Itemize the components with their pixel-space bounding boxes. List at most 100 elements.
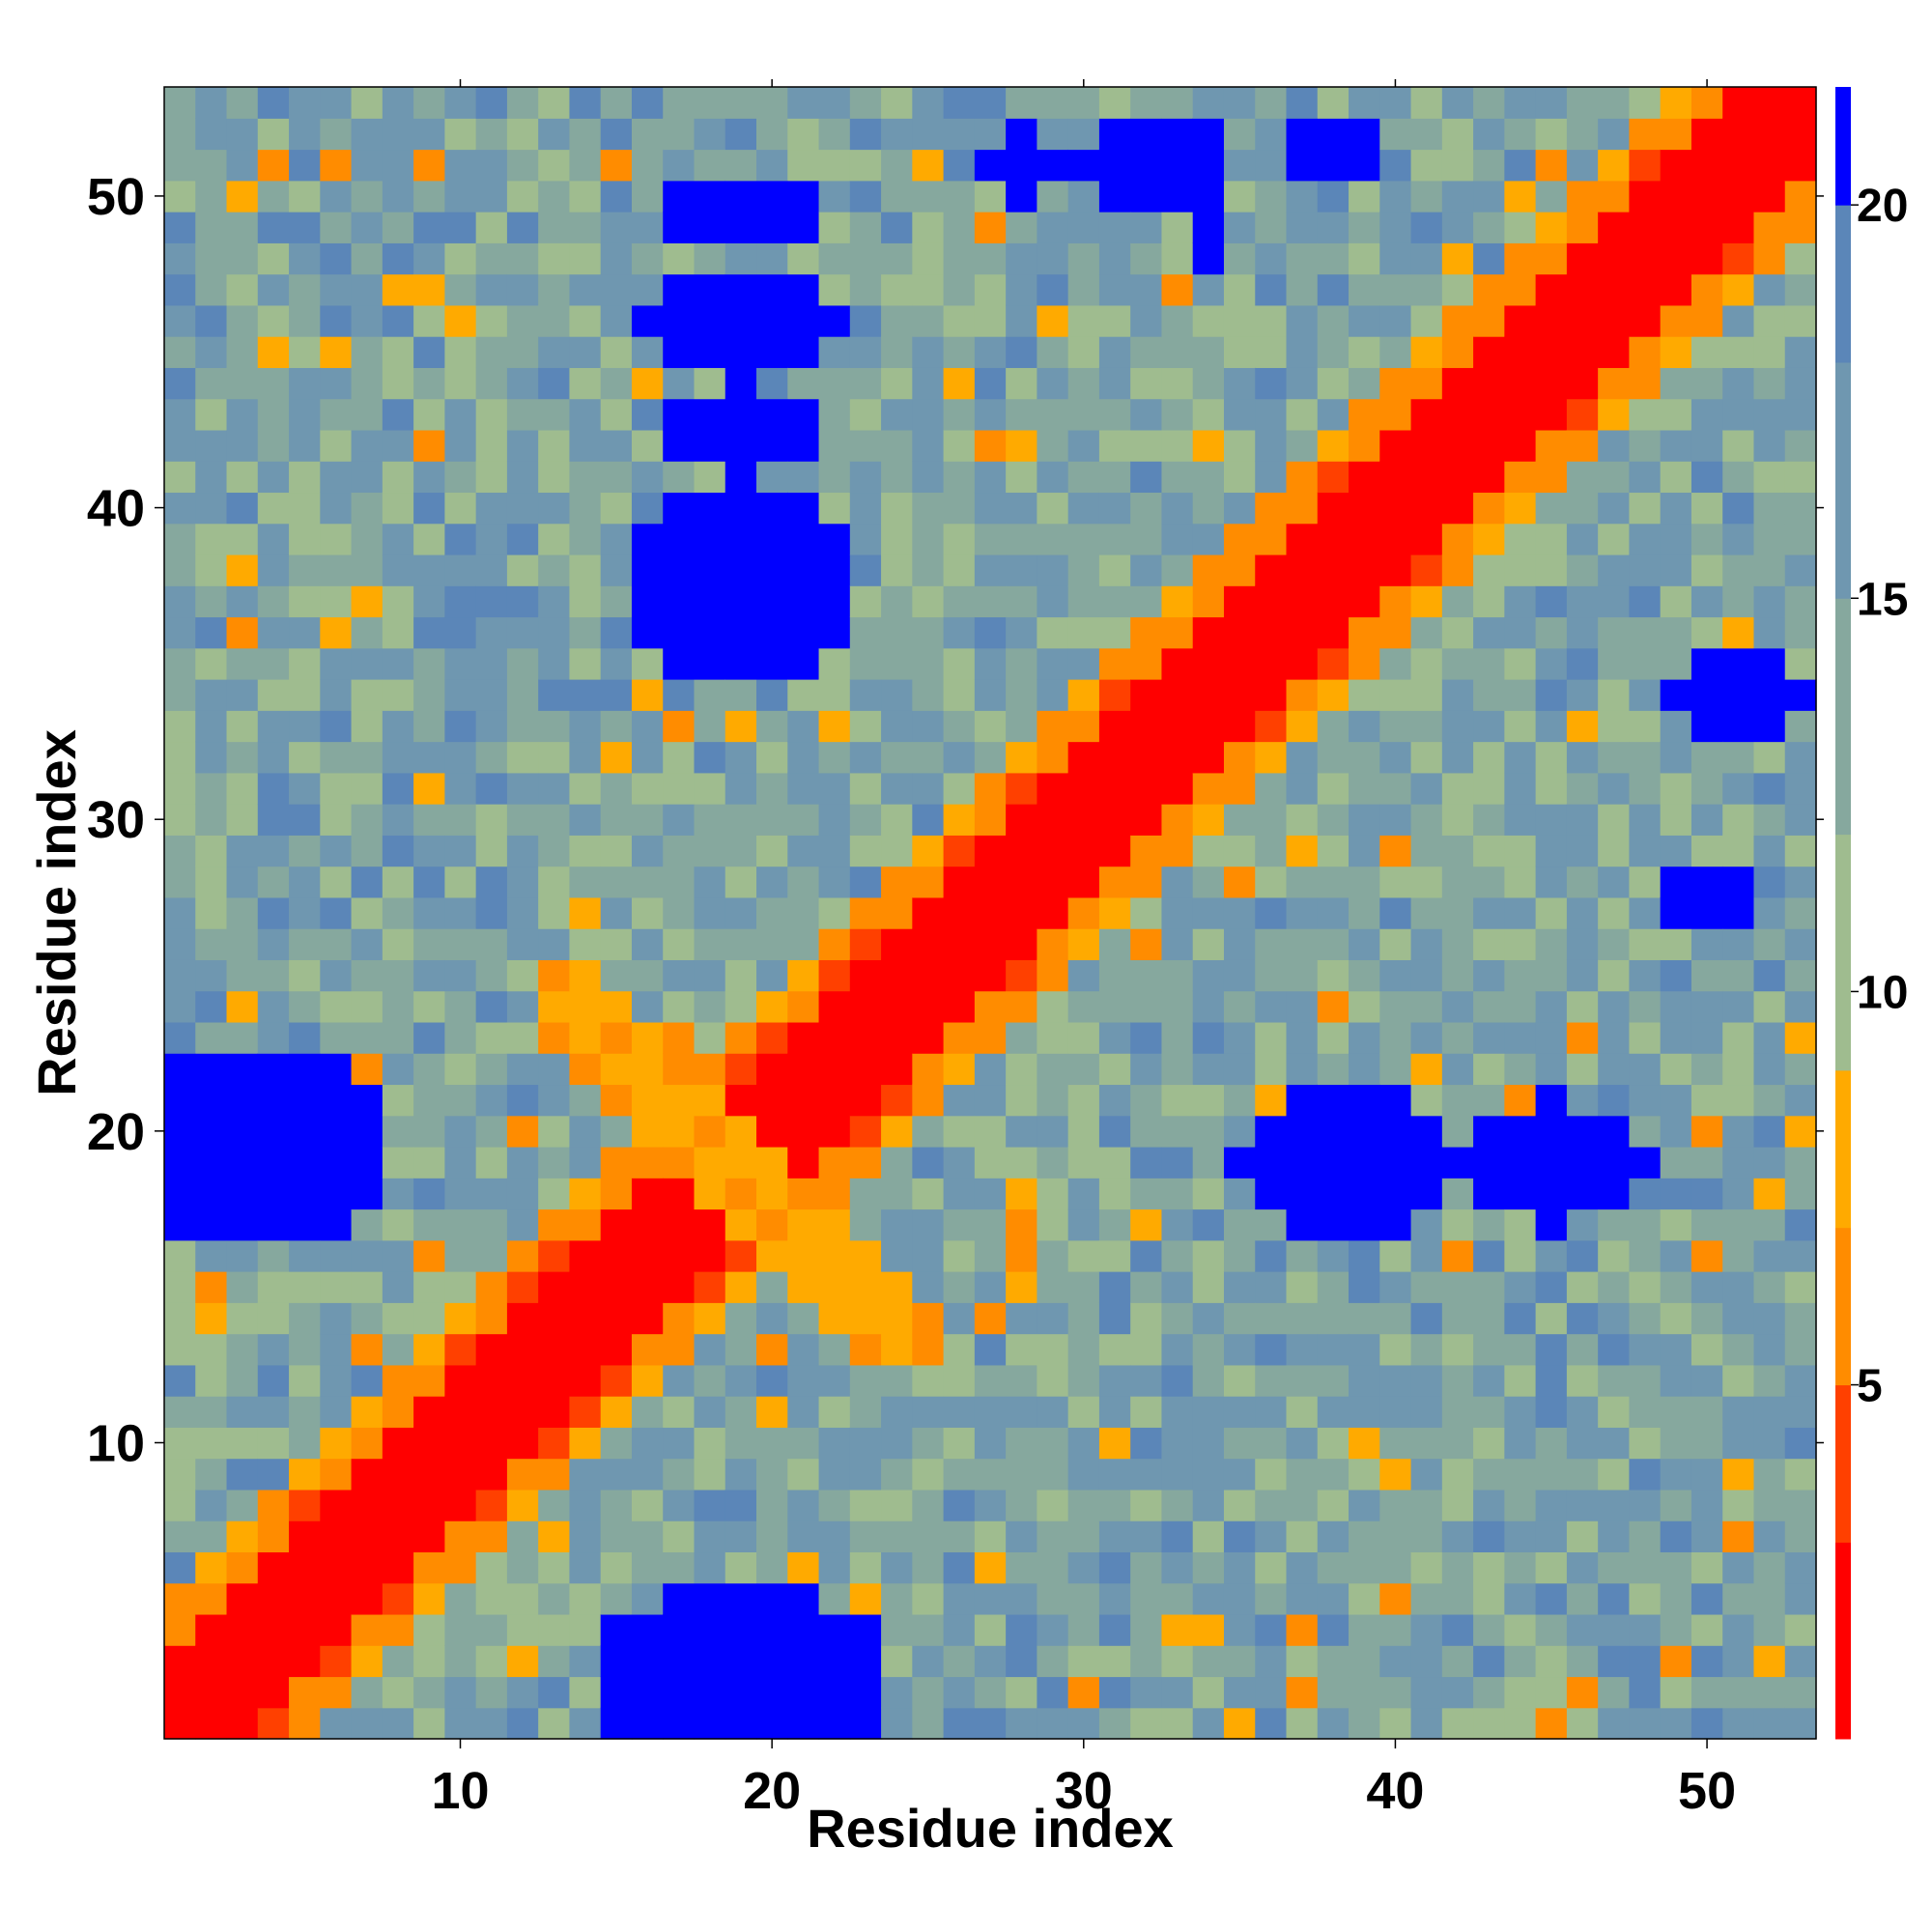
heatmap-cell — [538, 149, 571, 182]
heatmap-cell — [1067, 1364, 1100, 1397]
heatmap-cell — [787, 710, 820, 743]
heatmap-cell — [1255, 959, 1288, 992]
heatmap-cell — [1566, 118, 1599, 151]
heatmap-cell — [1098, 1645, 1131, 1678]
heatmap-cell — [1286, 804, 1319, 836]
heatmap-cell — [382, 835, 414, 867]
heatmap-cell — [164, 1645, 196, 1678]
heatmap-cell — [475, 149, 508, 182]
heatmap-cell — [164, 180, 196, 213]
heatmap-cell — [1037, 647, 1069, 680]
heatmap-cell — [1255, 585, 1288, 618]
heatmap-cell — [1067, 585, 1100, 618]
heatmap-cell — [1223, 679, 1256, 711]
heatmap-cell — [1037, 1084, 1069, 1117]
heatmap-cell — [1753, 1084, 1786, 1117]
heatmap-cell — [787, 523, 820, 555]
heatmap-cell — [444, 1707, 477, 1740]
heatmap-cell — [195, 180, 228, 213]
heatmap-cell — [663, 87, 696, 119]
heatmap-cell — [1223, 429, 1256, 462]
heatmap-cell — [1504, 1551, 1537, 1584]
heatmap-cell — [1130, 896, 1163, 929]
heatmap-cell — [1473, 1302, 1505, 1335]
heatmap-cell — [881, 585, 913, 618]
heatmap-cell — [195, 523, 228, 555]
heatmap-cell — [382, 1146, 414, 1179]
heatmap-cell — [1098, 1333, 1131, 1366]
heatmap-cell — [506, 866, 539, 898]
heatmap-cell — [1535, 1208, 1568, 1241]
heatmap-cell — [382, 772, 414, 805]
heatmap-cell — [849, 990, 882, 1023]
heatmap-cell — [320, 1427, 353, 1460]
heatmap-cell — [724, 1613, 757, 1646]
heatmap-cell — [724, 1271, 757, 1303]
heatmap-cell — [1161, 647, 1194, 680]
heatmap-cell — [351, 1364, 384, 1397]
heatmap-cell — [1379, 118, 1412, 151]
heatmap-cell — [694, 87, 726, 119]
heatmap-cell — [881, 1645, 913, 1678]
heatmap-cell — [1753, 928, 1786, 960]
heatmap-cell — [787, 896, 820, 929]
heatmap-cell — [1473, 866, 1505, 898]
heatmap-cell — [600, 1396, 633, 1428]
heatmap-cell — [1566, 180, 1599, 213]
heatmap-cell — [943, 1676, 976, 1709]
heatmap-cell — [351, 1582, 384, 1615]
heatmap-cell — [1349, 1302, 1380, 1335]
heatmap-cell — [1722, 1582, 1755, 1615]
heatmap-cell — [1535, 1084, 1568, 1117]
heatmap-cell — [1037, 741, 1069, 774]
heatmap-cell — [226, 896, 259, 929]
heatmap-cell — [1441, 1427, 1474, 1460]
heatmap-cell — [257, 679, 290, 711]
heatmap-cell — [1753, 1707, 1786, 1740]
heatmap-cell — [1629, 1458, 1662, 1491]
heatmap-cell — [1255, 710, 1288, 743]
heatmap-cell — [600, 990, 633, 1023]
heatmap-cell — [881, 461, 913, 494]
heatmap-cell — [943, 959, 976, 992]
heatmap-cell — [1753, 1178, 1786, 1210]
heatmap-cell — [787, 1520, 820, 1553]
heatmap-cell — [1192, 616, 1225, 649]
heatmap-cell — [663, 180, 696, 213]
heatmap-cell — [1192, 461, 1225, 494]
heatmap-cell — [1317, 1396, 1350, 1428]
heatmap-cell — [1255, 1084, 1288, 1117]
heatmap-cell — [1379, 1396, 1412, 1428]
heatmap-cell — [1410, 304, 1443, 337]
heatmap-cell — [694, 741, 726, 774]
heatmap-cell — [257, 1520, 290, 1553]
heatmap-cell — [1037, 928, 1069, 960]
heatmap-cell — [1098, 679, 1131, 711]
heatmap-cell — [1130, 1021, 1163, 1054]
heatmap-cell — [289, 1520, 321, 1553]
heatmap-cell — [1067, 804, 1100, 836]
heatmap-cell — [912, 1707, 945, 1740]
heatmap-cell — [849, 304, 882, 337]
heatmap-cell — [1006, 87, 1037, 119]
heatmap-cell — [912, 1645, 945, 1678]
heatmap-cell — [1598, 585, 1631, 618]
heatmap-cell — [382, 1676, 414, 1709]
heatmap-cell — [1223, 1333, 1256, 1366]
heatmap-cell — [881, 1333, 913, 1366]
heatmap-cell — [195, 1458, 228, 1491]
heatmap-cell — [724, 1427, 757, 1460]
heatmap-cell — [912, 1146, 945, 1179]
heatmap-cell — [1161, 554, 1194, 586]
heatmap-cell — [413, 679, 445, 711]
heatmap-cell — [849, 710, 882, 743]
heatmap-cell — [1223, 1146, 1256, 1179]
heatmap-cell — [506, 741, 539, 774]
heatmap-cell — [289, 1084, 321, 1117]
heatmap-cell — [1410, 1302, 1443, 1335]
heatmap-cell — [1130, 1645, 1163, 1678]
heatmap-cell — [569, 1427, 602, 1460]
heatmap-cell — [1660, 1208, 1692, 1241]
heatmap-cell — [1098, 180, 1131, 213]
